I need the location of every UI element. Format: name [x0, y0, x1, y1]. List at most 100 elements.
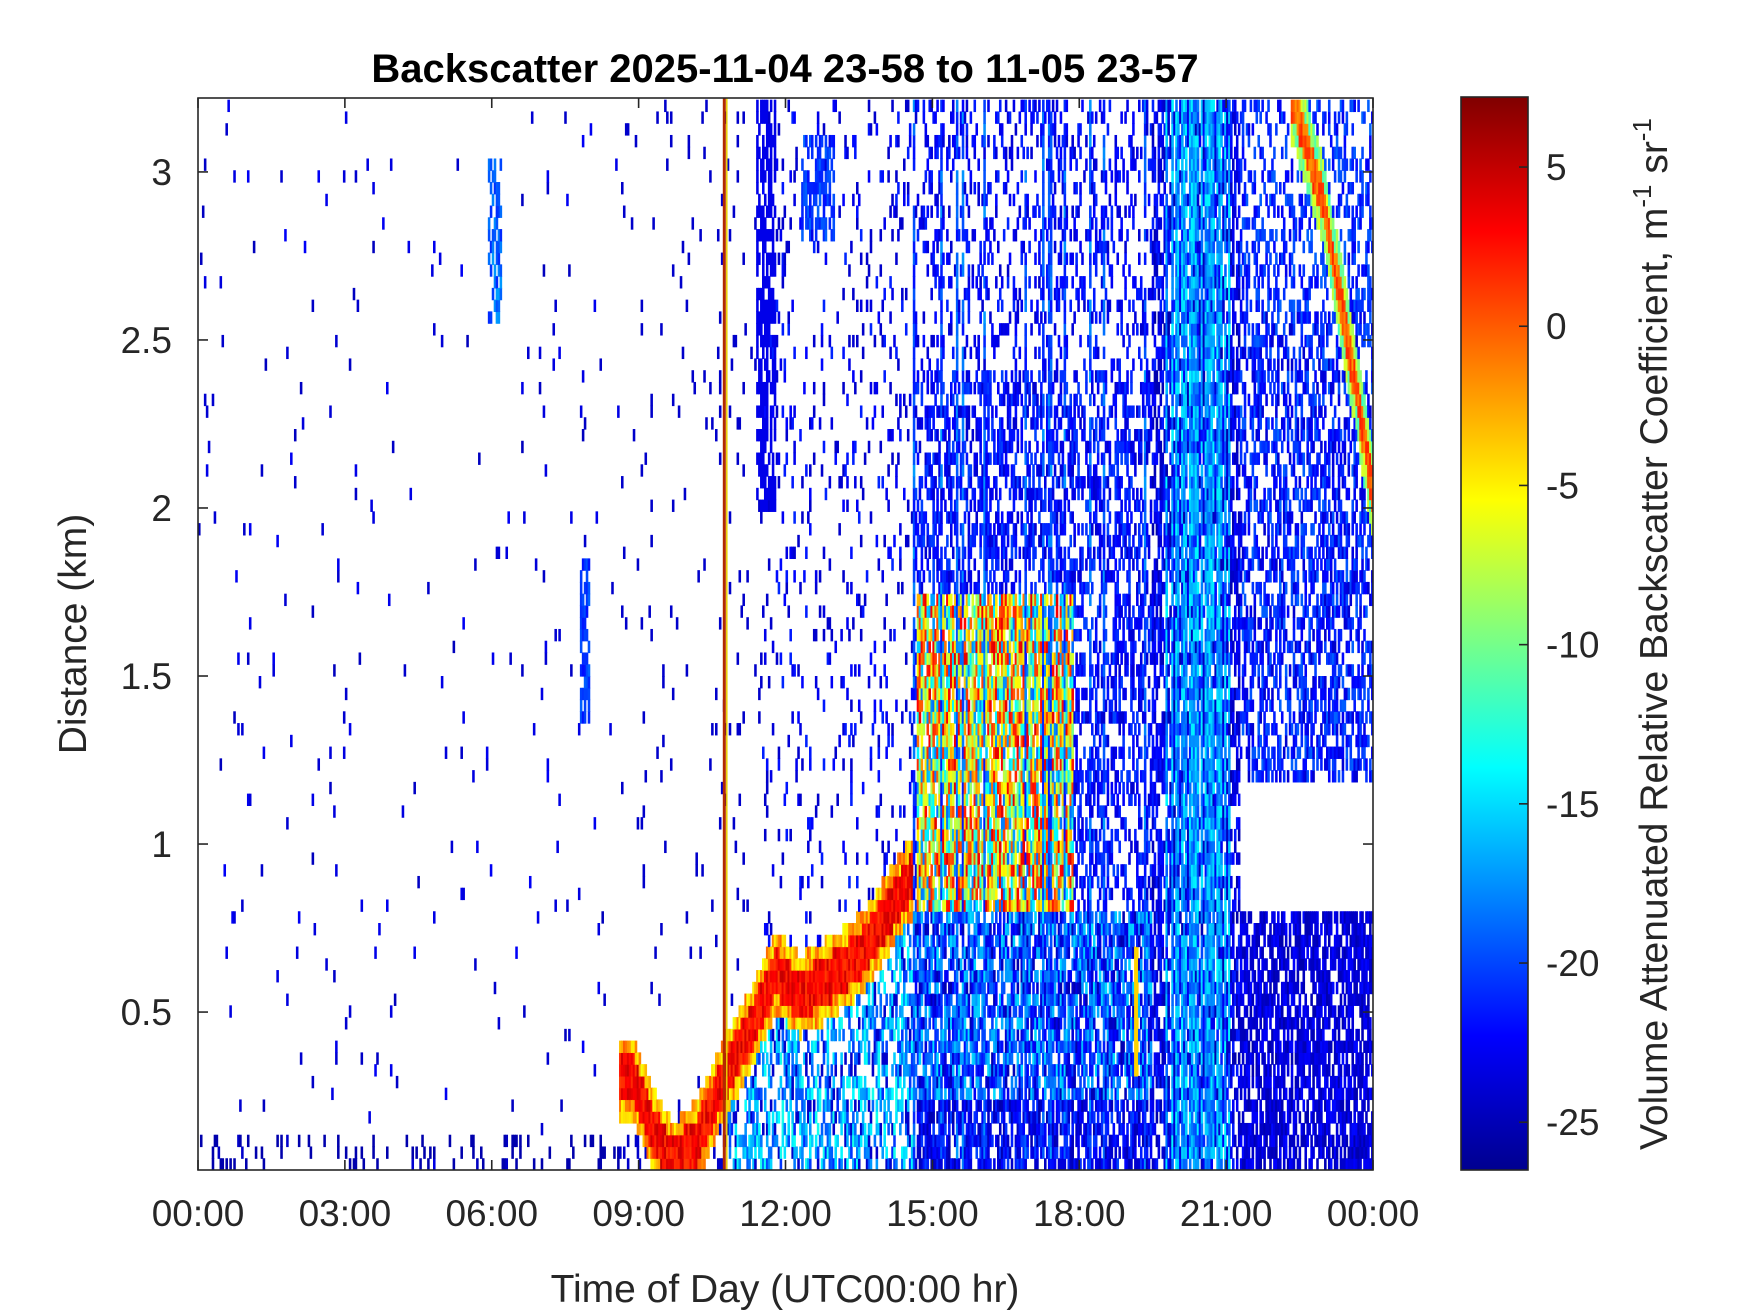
- heatmap-cell: [762, 311, 765, 324]
- heatmap-cell: [824, 1005, 828, 1018]
- heatmap-cell: [767, 452, 771, 465]
- heatmap-cell: [767, 487, 771, 501]
- heatmap-cell: [951, 793, 955, 807]
- heatmap-cell: [834, 452, 838, 465]
- heatmap-cell: [867, 946, 871, 959]
- heatmap-cell: [760, 1146, 763, 1159]
- heatmap-cell: [877, 1075, 881, 1089]
- heatmap-cell: [769, 193, 773, 207]
- heatmap-cell: [777, 758, 781, 771]
- heatmap-cell: [912, 923, 916, 936]
- heatmap-cell: [906, 993, 910, 1006]
- heatmap-cell: [803, 1017, 806, 1030]
- heatmap-cell: [904, 840, 908, 854]
- heatmap-cell: [877, 734, 881, 748]
- heatmap-cell: [773, 1122, 777, 1136]
- heatmap-cell: [767, 299, 771, 313]
- heatmap-cell: [746, 1052, 749, 1065]
- heatmap-cell: [961, 1122, 965, 1136]
- heatmap-cell: [756, 134, 759, 148]
- heatmap-cell: [668, 1122, 671, 1136]
- heatmap-cell: [689, 946, 693, 959]
- heatmap-cell: [867, 970, 871, 983]
- heatmap-cell: [920, 887, 924, 901]
- heatmap-cell: [660, 323, 663, 336]
- heatmap-cell: [812, 946, 816, 959]
- heatmap-cell: [532, 723, 536, 736]
- heatmap-cell: [752, 1017, 755, 1030]
- heatmap-cell: [822, 1099, 826, 1112]
- heatmap-cell: [916, 499, 920, 512]
- heatmap-cell: [758, 123, 761, 136]
- heatmap-cell: [942, 887, 945, 901]
- heatmap-cell: [740, 1005, 744, 1018]
- heatmap-cell: [914, 781, 918, 795]
- heatmap-cell: [848, 1040, 851, 1054]
- heatmap-cell: [822, 970, 826, 983]
- heatmap-cell: [906, 182, 910, 195]
- heatmap-cell: [787, 1122, 791, 1136]
- heatmap-cell: [807, 970, 810, 983]
- heatmap-cell: [805, 911, 808, 924]
- heatmap-cell: [709, 381, 712, 395]
- heatmap-cell: [791, 1040, 794, 1054]
- heatmap-cell: [899, 546, 902, 560]
- heatmap-cell: [891, 899, 894, 912]
- heatmap-cell: [916, 911, 920, 924]
- heatmap-cell: [775, 970, 779, 983]
- heatmap-cell: [877, 1064, 881, 1077]
- heatmap-cell: [842, 1028, 845, 1042]
- heatmap-cell: [581, 664, 585, 677]
- heatmap-cell: [899, 429, 902, 442]
- heatmap-cell: [912, 393, 916, 407]
- heatmap-cell: [499, 287, 503, 301]
- heatmap-cell: [899, 1099, 902, 1112]
- heatmap-cell: [948, 1099, 951, 1112]
- heatmap-cell: [713, 1134, 716, 1148]
- heatmap-cell: [677, 1146, 681, 1159]
- heatmap-cell: [652, 1134, 655, 1148]
- heatmap-cell: [856, 334, 859, 348]
- heatmap-cell: [936, 358, 939, 371]
- heatmap-cell: [787, 958, 791, 971]
- heatmap-cell: [977, 1028, 980, 1042]
- heatmap-cell: [903, 182, 906, 195]
- heatmap-cell: [857, 911, 861, 924]
- heatmap-cell: [867, 1146, 871, 1159]
- heatmap-cell: [903, 852, 906, 865]
- heatmap-cell: [920, 852, 924, 865]
- heatmap-cell: [767, 252, 771, 265]
- heatmap-cell: [842, 499, 845, 512]
- heatmap-cell: [738, 1158, 742, 1170]
- heatmap-cell: [832, 134, 836, 148]
- heatmap-cell: [650, 1146, 653, 1159]
- heatmap-cell: [762, 1122, 765, 1136]
- heatmap-cell: [848, 734, 851, 748]
- heatmap-cell: [928, 546, 932, 560]
- heatmap-cell: [787, 605, 791, 618]
- heatmap-cell: [801, 182, 804, 195]
- heatmap-cell: [511, 1099, 514, 1112]
- heatmap-cell: [787, 99, 791, 113]
- heatmap-cell: [973, 946, 977, 959]
- heatmap-cell: [891, 1122, 894, 1136]
- heatmap-cell: [763, 323, 767, 336]
- heatmap-cell: [762, 464, 765, 477]
- heatmap-cell: [389, 1005, 393, 1018]
- heatmap-cell: [619, 1099, 622, 1112]
- heatmap-cell: [718, 311, 722, 324]
- heatmap-cell: [762, 452, 765, 465]
- heatmap-cell: [791, 1064, 794, 1077]
- heatmap-cell: [779, 229, 783, 242]
- heatmap-cell: [955, 134, 959, 148]
- heatmap-cell: [895, 1075, 898, 1089]
- heatmap-cell: [812, 182, 816, 195]
- heatmap-cell: [219, 276, 223, 289]
- heatmap-cell: [940, 287, 943, 301]
- heatmap-cell: [922, 817, 926, 830]
- heatmap-cell: [736, 1134, 740, 1148]
- heatmap-cell: [777, 311, 781, 324]
- heatmap-cell: [951, 99, 955, 113]
- heatmap-cell: [762, 346, 765, 360]
- heatmap-cell: [908, 887, 912, 901]
